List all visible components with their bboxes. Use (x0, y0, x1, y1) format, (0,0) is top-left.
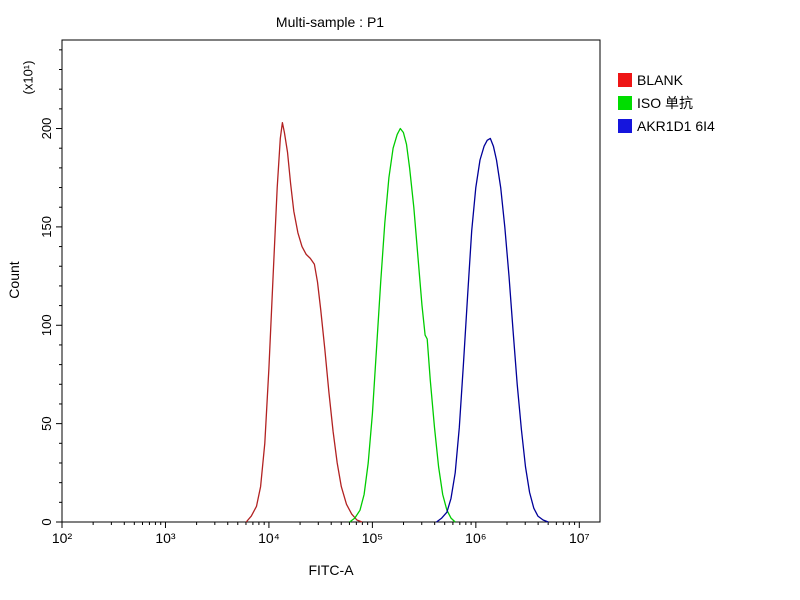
chart-title: Multi-sample : P1 (275, 14, 385, 30)
x-tick-label: 10³ (155, 530, 176, 546)
x-tick-label: 10⁷ (569, 530, 590, 546)
x-tick-label: 10⁵ (362, 530, 383, 546)
y-tick-label: 50 (39, 416, 54, 430)
legend-label: AKR1D1 6I4 (637, 118, 715, 134)
legend-item: BLANK (618, 72, 715, 88)
y-tick-label: 150 (39, 216, 54, 238)
legend-swatch (618, 96, 632, 110)
y-tick-label: 100 (39, 314, 54, 336)
legend-swatch (618, 73, 632, 87)
x-tick-label: 10⁴ (258, 530, 280, 546)
legend-label: BLANK (637, 72, 683, 88)
series-curve-blank (245, 121, 363, 523)
legend: BLANK ISO 单抗 AKR1D1 6I4 (618, 72, 715, 139)
y-axis-label: Count (6, 261, 22, 299)
legend-item: ISO 单抗 (618, 93, 715, 113)
y-tick-label: 200 (39, 118, 54, 140)
legend-item: AKR1D1 6I4 (618, 118, 715, 134)
series-curve-akr1d1-6i4 (436, 137, 549, 523)
x-tick-label: 10² (52, 530, 73, 546)
y-axis-unit-label: (x10¹) (20, 60, 36, 95)
legend-swatch (618, 119, 632, 133)
x-axis-label: FITC-A (308, 562, 354, 578)
series-curve-iso-单抗 (349, 127, 456, 523)
y-tick-label: 0 (39, 518, 54, 525)
x-tick-label: 10⁶ (465, 530, 486, 546)
legend-label: ISO 单抗 (637, 95, 694, 111)
plot-frame (61, 39, 601, 523)
